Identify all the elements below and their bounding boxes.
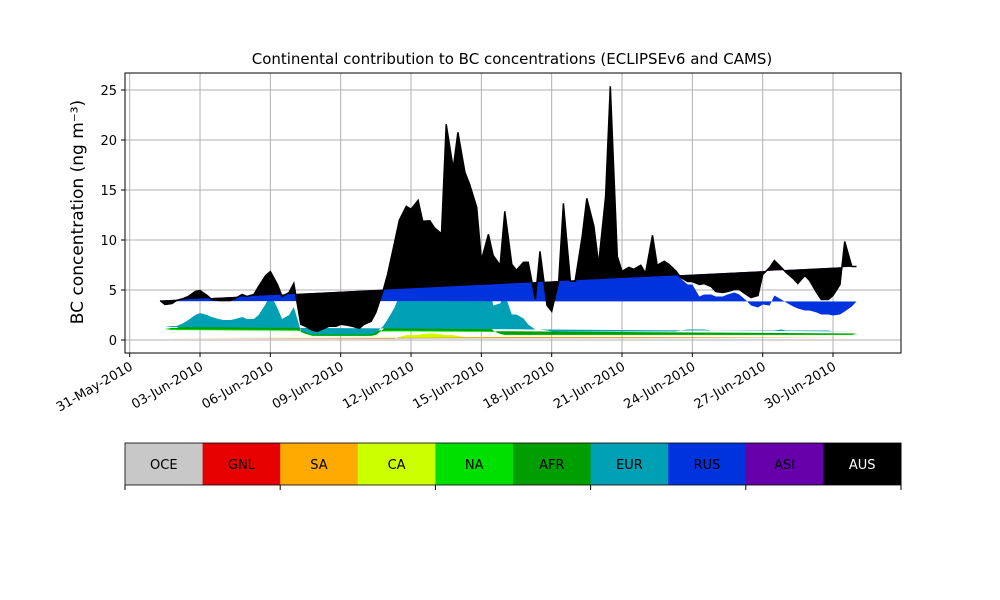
x-tick-label-4: 12-Jun-2010 [340, 359, 417, 412]
y-tick-label-4: 20 [100, 134, 117, 149]
legend-label-sa: SA [310, 458, 327, 473]
x-tick-label-2: 06-Jun-2010 [200, 359, 277, 412]
legend-swatch-na [435, 443, 514, 485]
legend-label-oce: OCE [150, 458, 178, 473]
region-colorbar-legend: OCE GNL SA CA NA AFR EUR RUS ASI AUS [124, 442, 902, 490]
plot-frame [124, 72, 902, 354]
legend-swatch-afr [513, 443, 592, 485]
area-ca [160, 333, 857, 338]
x-tick-label-1: 03-Jun-2010 [129, 359, 206, 412]
legend-swatch-aus [823, 443, 902, 485]
legend-swatch-sa [280, 443, 359, 485]
x-tick-label-6: 18-Jun-2010 [481, 359, 558, 412]
legend-swatch-rus [668, 443, 747, 485]
x-tick-label-8: 24-Jun-2010 [622, 359, 699, 412]
legend-label-na: NA [465, 458, 484, 473]
y-axis-label: BC concentration (ng m⁻³) [68, 100, 88, 324]
legend-label-aus: AUS [849, 458, 876, 473]
legend-swatch-asi [745, 443, 824, 485]
x-tick-label-3: 09-Jun-2010 [270, 359, 347, 412]
legend-label-asi: ASI [774, 458, 795, 473]
total-concentration-line [159, 86, 857, 333]
y-tick-label-2: 10 [100, 234, 117, 249]
area-oce [160, 336, 857, 339]
x-tick-label-7: 21-Jun-2010 [551, 359, 628, 412]
gridlines [125, 73, 901, 353]
x-tick-label-0: 31-May-2010 [54, 359, 136, 415]
y-axis-ticks: 0 5 10 15 20 25 [100, 84, 125, 349]
legend-frame [124, 442, 902, 486]
legend-swatch-ca [357, 443, 436, 485]
x-tick-label-9: 27-Jun-2010 [692, 359, 769, 412]
y-tick-label-3: 15 [100, 184, 117, 199]
total-outline [159, 86, 857, 333]
y-tick-label-1: 5 [109, 284, 117, 299]
x-tick-label-10: 30-Jun-2010 [762, 359, 839, 412]
legend-swatch-eur [590, 443, 669, 485]
legend-label-ca: CA [388, 458, 406, 473]
legend-label-eur: EUR [616, 458, 643, 473]
chart-title: Continental contribution to BC concentra… [252, 50, 773, 68]
x-tick-label-5: 15-Jun-2010 [411, 359, 488, 412]
legend-label-afr: AFR [539, 458, 564, 473]
y-tick-label-5: 25 [100, 84, 117, 99]
x-axis-ticks: 31-May-201003-Jun-201006-Jun-201009-Jun-… [54, 353, 839, 415]
legend-label-gnl: GNL [228, 458, 256, 473]
stacked-areas [160, 86, 857, 339]
legend-label-rus: RUS [694, 458, 721, 473]
legend-swatch-oce [125, 443, 204, 485]
y-tick-label-0: 0 [109, 334, 117, 349]
legend-swatch-gnl [202, 443, 281, 485]
area-aus [160, 86, 857, 332]
